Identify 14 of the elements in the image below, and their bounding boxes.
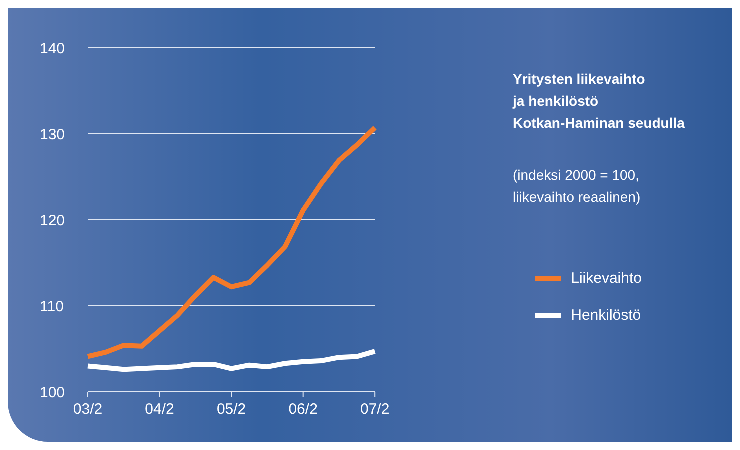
y-tick-label: 100 (40, 384, 66, 402)
legend-label: Henkilöstö (571, 307, 642, 324)
y-tick-label: 110 (40, 298, 64, 316)
text: (indeksi 2000 = 100, liikevaihto reaalinen) (513, 166, 641, 207)
x-tick-label: 06/2 (288, 401, 318, 418)
text: Yritysten liikevaihto ja henkilöstö Kotkan-Haminan seudulla (513, 70, 685, 133)
x-tick-label: 04/2 (145, 401, 174, 418)
x-tick-label: 05/2 (216, 401, 246, 418)
x-tick-label: 07/2 (360, 401, 390, 418)
y-tick-label: 140 (40, 40, 66, 58)
x-tick-label: 03/2 (73, 401, 103, 418)
y-tick-label: 130 (40, 126, 66, 144)
y-tick-label: 120 (40, 212, 66, 230)
legend-label: Liikevaihto (571, 270, 642, 287)
